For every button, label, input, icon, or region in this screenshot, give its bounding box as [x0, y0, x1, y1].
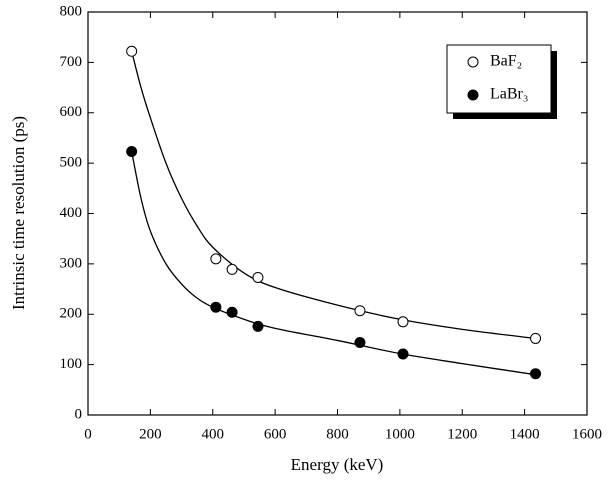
- x-tick-label: 0: [84, 426, 92, 442]
- y-tick-label: 500: [60, 155, 83, 171]
- x-axis-label: Energy (keV): [291, 455, 384, 474]
- y-tick-label: 300: [60, 255, 83, 271]
- x-tick-label: 600: [264, 426, 287, 442]
- data-point: [210, 253, 222, 265]
- legend-marker: [467, 89, 479, 101]
- x-tick-label: 1400: [510, 426, 540, 442]
- data-point: [126, 146, 138, 158]
- data-point: [354, 336, 366, 348]
- data-point: [252, 271, 264, 283]
- data-point: [530, 332, 542, 344]
- y-tick-label: 600: [60, 104, 83, 120]
- data-point: [126, 45, 138, 57]
- data-point: [354, 305, 366, 317]
- legend: [446, 44, 552, 114]
- fit-curve: [131, 151, 536, 376]
- data-point: [530, 368, 542, 380]
- x-tick-label: 1000: [385, 426, 415, 442]
- y-tick-label: 200: [60, 306, 83, 322]
- legend-label: LaBr₃: [490, 86, 528, 103]
- data-point: [252, 320, 264, 332]
- y-tick-label: 100: [60, 356, 83, 372]
- y-tick-label: 800: [60, 3, 83, 19]
- x-tick-label: 1600: [572, 426, 602, 442]
- data-point: [226, 263, 238, 275]
- y-tick-label: 400: [60, 205, 83, 221]
- data-point: [397, 348, 409, 360]
- x-tick-label: 200: [139, 426, 162, 442]
- x-tick-label: 800: [326, 426, 349, 442]
- y-tick-label: 700: [60, 54, 83, 70]
- data-point: [397, 316, 409, 328]
- data-point: [226, 306, 238, 318]
- legend-marker: [467, 56, 479, 68]
- x-tick-label: 1200: [447, 426, 477, 442]
- legend-label: BaF₂: [490, 53, 522, 70]
- x-tick-label: 400: [202, 426, 225, 442]
- y-axis-label: Intrinsic time resolution (ps): [9, 116, 28, 310]
- data-point: [210, 301, 222, 313]
- y-tick-label: 0: [75, 406, 83, 422]
